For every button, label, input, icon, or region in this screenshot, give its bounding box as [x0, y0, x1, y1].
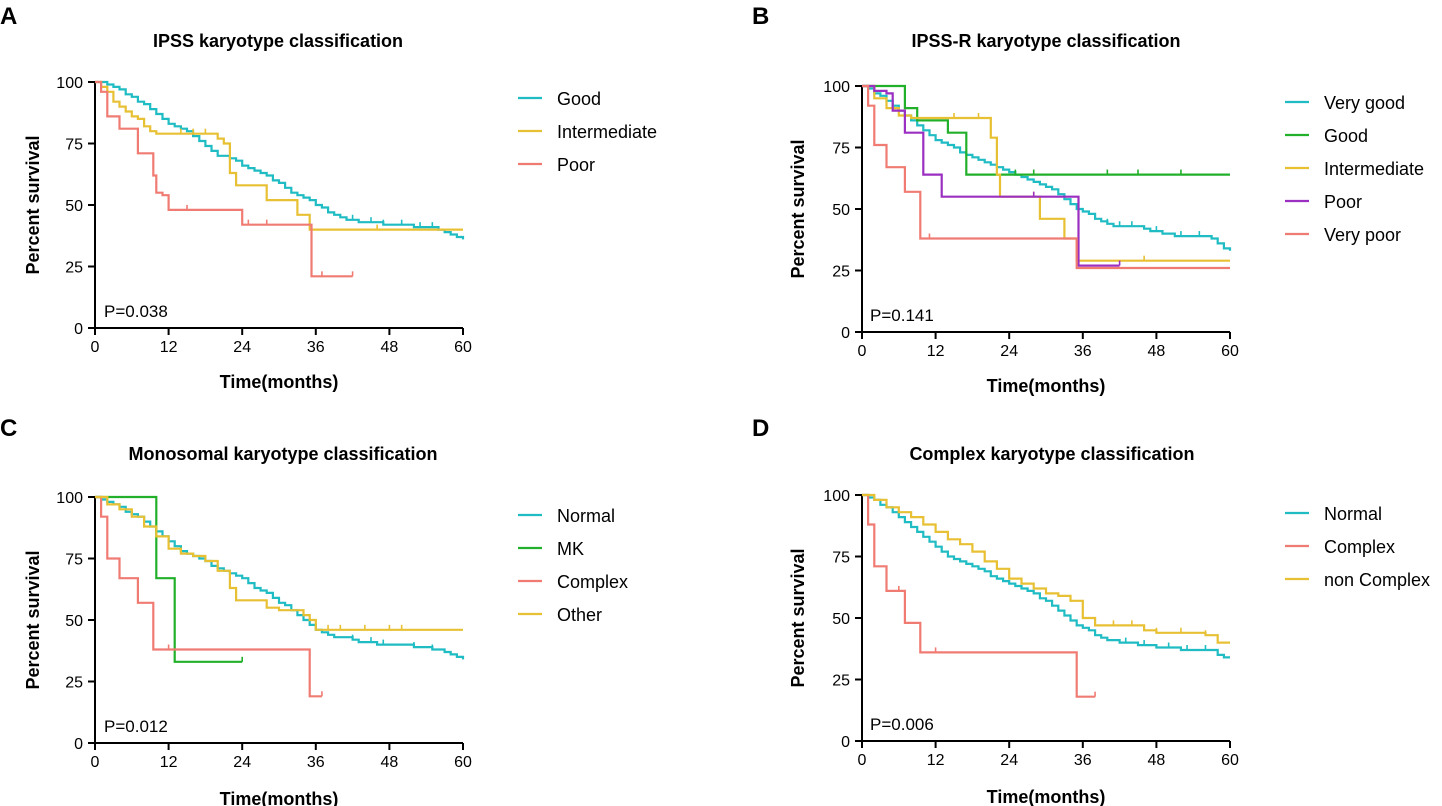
chart-panel-a: A IPSS karyotype classification 0 12 24 36 48 6… [0, 3, 657, 392]
panel-letter: A [0, 3, 17, 30]
legend-label-poor: Poor [557, 155, 595, 175]
x-tick-label: 24 [1000, 343, 1018, 360]
series-line-other [95, 495, 463, 631]
legend-label-normal: Normal [557, 506, 615, 526]
panel-letter: D [752, 415, 769, 442]
series-line-mk [95, 495, 243, 663]
x-tick-label: 60 [1221, 752, 1239, 769]
series-line-non-complex [862, 493, 1230, 644]
panel-letter: B [752, 3, 769, 30]
x-tick-label: 60 [454, 754, 472, 771]
legend-label-good: Good [557, 89, 601, 109]
panel-letter: C [0, 415, 17, 442]
chart-title: Monosomal karyotype classification [128, 444, 437, 464]
x-tick-label: 0 [858, 343, 867, 360]
legend-label-non-complex: non Complex [1324, 570, 1430, 590]
y-tick-label: 75 [832, 141, 850, 158]
y-tick-label: 75 [65, 137, 83, 154]
legend-label-other: Other [557, 605, 602, 625]
x-tick-label: 48 [1148, 752, 1166, 769]
series-line-normal [862, 493, 1230, 659]
legend-label-very-poor: Very poor [1324, 225, 1401, 245]
p-value: P=0.141 [870, 306, 934, 325]
series-line-complex [95, 495, 322, 698]
chart-title: Complex karyotype classification [909, 444, 1194, 464]
x-tick-label: 48 [381, 754, 399, 771]
series-line-very-poor [862, 84, 1230, 270]
x-tick-label: 12 [160, 754, 178, 771]
x-tick-label: 24 [233, 754, 251, 771]
series-line-poor [95, 80, 353, 278]
series-line-very-good [862, 84, 1232, 251]
y-axis-label: Percent survival [23, 550, 43, 689]
chart-title: IPSS-R karyotype classification [911, 31, 1180, 51]
x-tick-label: 12 [160, 339, 178, 356]
y-tick-label: 25 [65, 675, 83, 692]
legend-label-complex: Complex [557, 572, 628, 592]
legend-label-intermediate: Intermediate [1324, 159, 1424, 179]
x-tick-label: 0 [91, 754, 100, 771]
x-tick-label: 12 [927, 752, 945, 769]
y-axis-label: Percent survival [788, 548, 808, 687]
series-line-good [862, 84, 1230, 176]
y-tick-label: 100 [56, 75, 83, 92]
y-tick-label: 75 [65, 552, 83, 569]
p-value: P=0.012 [104, 717, 168, 736]
y-tick-label: 25 [832, 673, 850, 690]
legend-label-complex: Complex [1324, 537, 1395, 557]
y-tick-label: 50 [65, 198, 83, 215]
y-tick-label: 75 [832, 550, 850, 567]
x-axis-label: Time(months) [987, 787, 1106, 806]
series-line-good [95, 80, 465, 240]
y-axis-label: Percent survival [788, 139, 808, 278]
series-line-intermediate [95, 80, 463, 231]
x-tick-label: 60 [1221, 343, 1239, 360]
y-tick-label: 100 [823, 488, 850, 505]
series-line-normal [95, 495, 465, 660]
series-line-intermediate [862, 84, 1230, 262]
legend-label-good: Good [1324, 126, 1368, 146]
chart-panel-b: B IPSS-R karyotype classification 0 12 24 36 4… [752, 3, 1424, 396]
y-tick-label: 25 [65, 260, 83, 277]
legend-label-mk: MK [557, 539, 584, 559]
x-tick-label: 12 [927, 343, 945, 360]
legend-label-normal: Normal [1324, 504, 1382, 524]
x-tick-label: 36 [1074, 343, 1092, 360]
x-tick-label: 36 [307, 754, 325, 771]
y-tick-label: 0 [74, 736, 83, 753]
x-axis-label: Time(months) [987, 376, 1106, 396]
x-tick-label: 36 [307, 339, 325, 356]
y-tick-label: 50 [65, 613, 83, 630]
x-tick-label: 48 [1148, 343, 1166, 360]
p-value: P=0.038 [104, 302, 168, 321]
series-line-poor [862, 84, 1120, 267]
x-tick-label: 48 [381, 339, 399, 356]
chart-panel-d: D Complex karyotype classification 0 12 24 36… [752, 415, 1430, 806]
y-tick-label: 50 [832, 611, 850, 628]
y-tick-label: 100 [823, 79, 850, 96]
series-line-complex [862, 493, 1096, 698]
y-tick-label: 100 [56, 490, 83, 507]
y-tick-label: 0 [74, 321, 83, 338]
chart-panel-c: C Monosomal karyotype classification 0 12 24… [0, 415, 628, 806]
y-tick-label: 25 [832, 264, 850, 281]
chart-title: IPSS karyotype classification [153, 31, 403, 51]
p-value: P=0.006 [870, 715, 934, 734]
y-tick-label: 50 [832, 202, 850, 219]
x-tick-label: 60 [454, 339, 472, 356]
x-tick-label: 0 [91, 339, 100, 356]
x-axis-label: Time(months) [220, 789, 339, 806]
legend-label-very-good: Very good [1324, 93, 1405, 113]
x-axis-label: Time(months) [220, 372, 339, 392]
x-tick-label: 24 [233, 339, 251, 356]
y-axis-label: Percent survival [23, 135, 43, 274]
legend-label-poor: Poor [1324, 192, 1362, 212]
legend-label-intermediate: Intermediate [557, 122, 657, 142]
y-tick-label: 0 [841, 734, 850, 751]
x-tick-label: 0 [858, 752, 867, 769]
y-tick-label: 0 [841, 325, 850, 342]
x-tick-label: 36 [1074, 752, 1092, 769]
x-tick-label: 24 [1000, 752, 1018, 769]
